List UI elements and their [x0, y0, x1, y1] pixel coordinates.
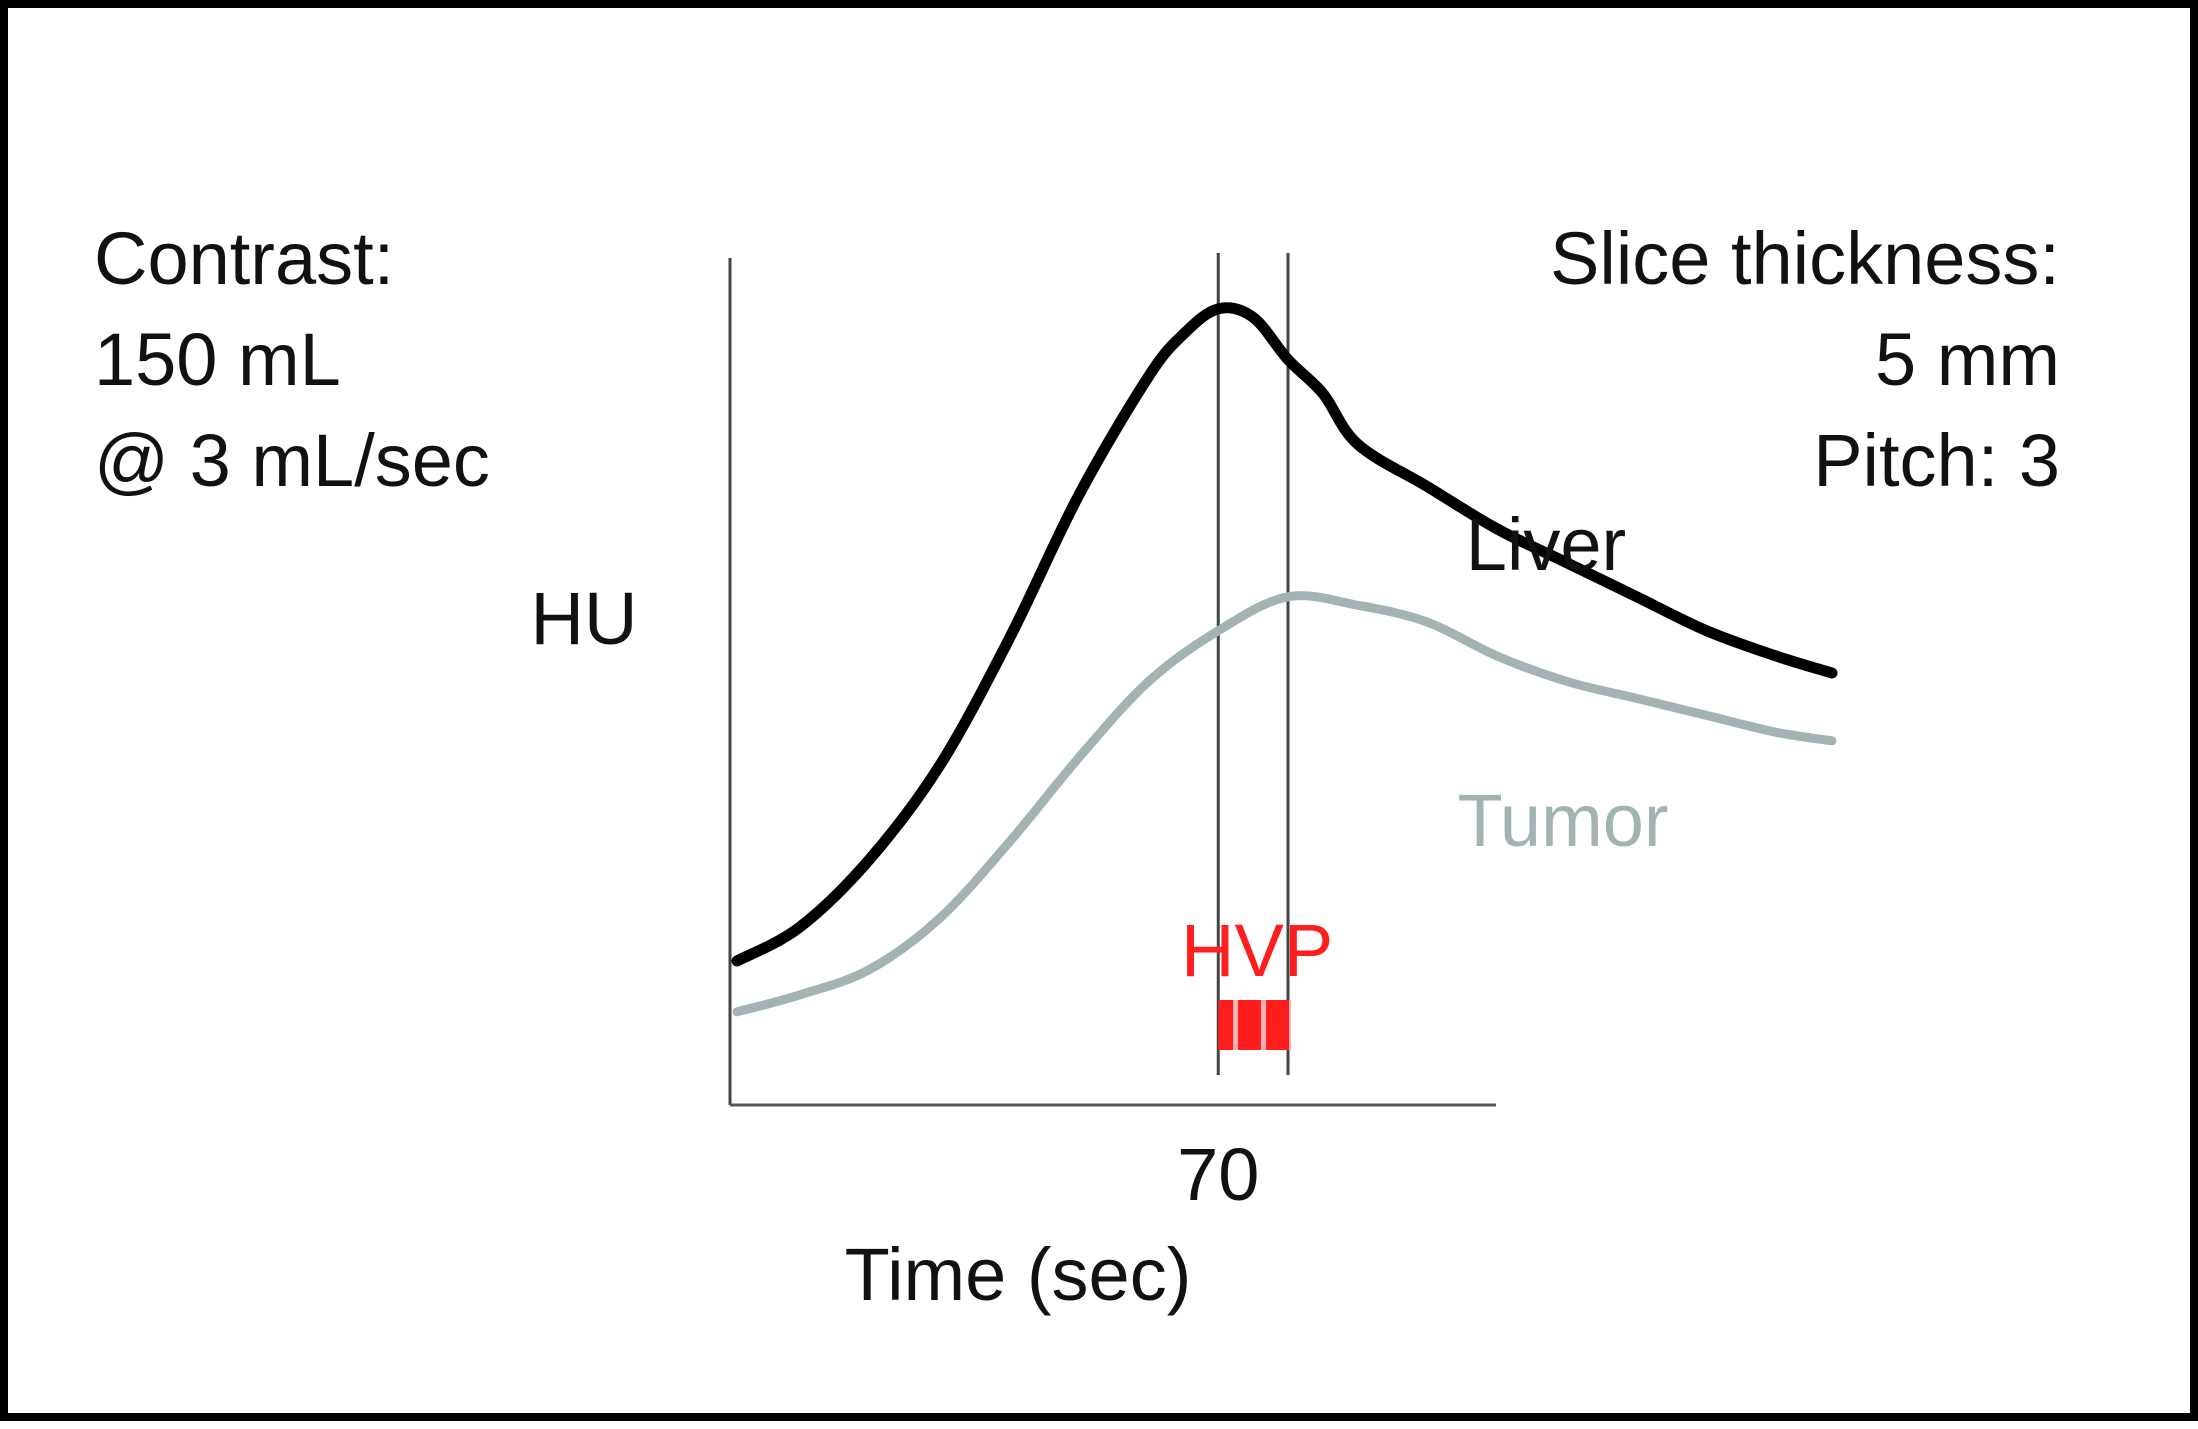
hvp-band	[1218, 1000, 1291, 1050]
contrast-note-line-2: 150 mL	[94, 318, 341, 401]
enhancement-chart: HVP Liver Tumor HU Time (sec) 70	[531, 253, 1838, 1316]
axes	[728, 258, 1496, 1107]
x-tick-label: 70	[1177, 1133, 1259, 1216]
hvp-band-group: HVP	[1181, 909, 1333, 1050]
liver-line	[731, 302, 1838, 967]
contrast-note: Contrast: 150 mL @ 3 mL/sec	[94, 208, 490, 511]
chart-labels: HU Time (sec) 70	[531, 577, 1260, 1316]
tumor-label: Tumor	[1457, 779, 1668, 862]
liver-label: Liver	[1466, 503, 1626, 586]
reference-lines	[1216, 253, 1290, 1075]
hvp-label: HVP	[1181, 909, 1333, 992]
tumor-line	[732, 591, 1837, 1017]
x-axis-label: Time (sec)	[845, 1233, 1192, 1316]
y-axis-label: HU	[531, 577, 638, 660]
series-lines: Liver Tumor	[731, 302, 1838, 1017]
contrast-note-line-3: @ 3 mL/sec	[94, 419, 490, 502]
scan-note-line-1: Slice thickness:	[1550, 217, 2060, 300]
scan-note: Slice thickness: 5 mm Pitch: 3	[1550, 208, 2060, 511]
scan-note-line-2: 5 mm	[1875, 318, 2060, 401]
contrast-note-line-1: Contrast:	[94, 217, 395, 300]
scan-note-line-3: Pitch: 3	[1813, 419, 2060, 502]
